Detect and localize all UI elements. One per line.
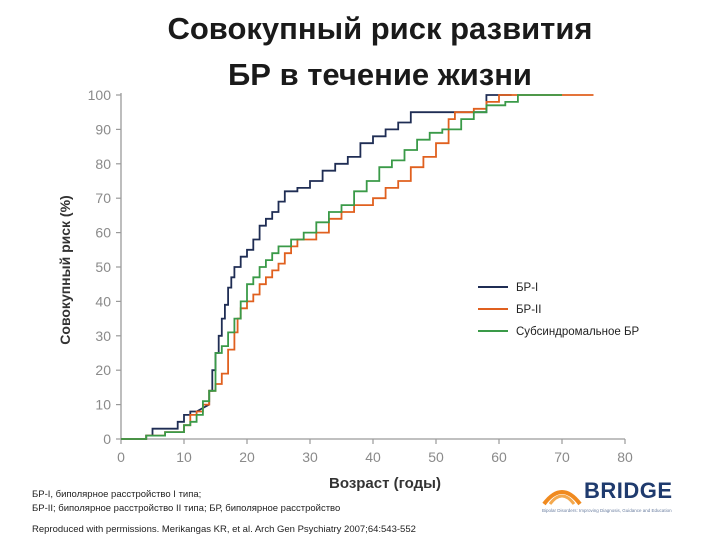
footnote-abbrev-1: БР-I, биполярное расстройство I типа; xyxy=(32,489,202,500)
x-tick-label: 20 xyxy=(239,449,255,465)
logo-tagline: Bipolar Disorders: Improving Diagnosis, … xyxy=(542,508,672,513)
y-tick-label: 90 xyxy=(95,121,111,137)
y-tick-label: 50 xyxy=(95,259,111,275)
y-tick-label: 10 xyxy=(95,397,111,413)
series-line-1 xyxy=(121,94,512,440)
series-line-3 xyxy=(121,94,562,440)
bridge-logo: BRIDGE Bipolar Disorders: Improving Diag… xyxy=(540,474,710,520)
bridge-arc-icon xyxy=(542,490,582,506)
x-tick-label: 0 xyxy=(117,449,125,465)
page-title: Совокупный риск развития БР в течение жи… xyxy=(0,6,720,98)
x-tick-label: 80 xyxy=(617,449,633,465)
y-tick-label: 40 xyxy=(95,293,111,309)
y-tick-label: 20 xyxy=(95,362,111,378)
legend-label-3: Субсиндромальное БР xyxy=(516,326,640,338)
legend-label-1: БР-I xyxy=(516,282,538,294)
x-tick-label: 10 xyxy=(176,449,192,465)
y-tick-label: 100 xyxy=(88,87,112,103)
x-tick-label: 30 xyxy=(302,449,318,465)
y-tick-label: 0 xyxy=(103,431,111,447)
x-tick-label: 40 xyxy=(365,449,381,465)
x-axis-label: Возраст (годы) xyxy=(329,475,441,492)
y-tick-label: 70 xyxy=(95,190,111,206)
x-tick-label: 60 xyxy=(491,449,507,465)
x-tick-label: 50 xyxy=(428,449,444,465)
series-line-2 xyxy=(121,94,594,440)
y-tick-label: 60 xyxy=(95,225,111,241)
y-axis-label: Совокупный риск (%) xyxy=(57,195,73,344)
title-line-2: БР в течение жизни xyxy=(228,57,532,92)
chart-legend: БР-I БР-II Субсиндромальное БР xyxy=(478,282,640,338)
y-tick-label: 80 xyxy=(95,156,111,172)
logo-word: BRIDGE xyxy=(584,478,673,503)
chart-axes: 0 10 20 30 40 50 60 70 80 90 100 0 10 20 30 40 50 60 70 80 xyxy=(88,87,633,465)
footnote-abbrev-2: БР-II; биполярное расстройство II типа; … xyxy=(32,503,341,514)
legend-label-2: БР-II xyxy=(516,304,541,316)
x-tick-label: 70 xyxy=(554,449,570,465)
footnote-citation: Reproduced with permissions. Merikangas … xyxy=(32,524,416,535)
y-tick-label: 30 xyxy=(95,328,111,344)
title-line-1: Совокупный риск развития xyxy=(167,11,593,46)
chart-series xyxy=(121,94,594,440)
